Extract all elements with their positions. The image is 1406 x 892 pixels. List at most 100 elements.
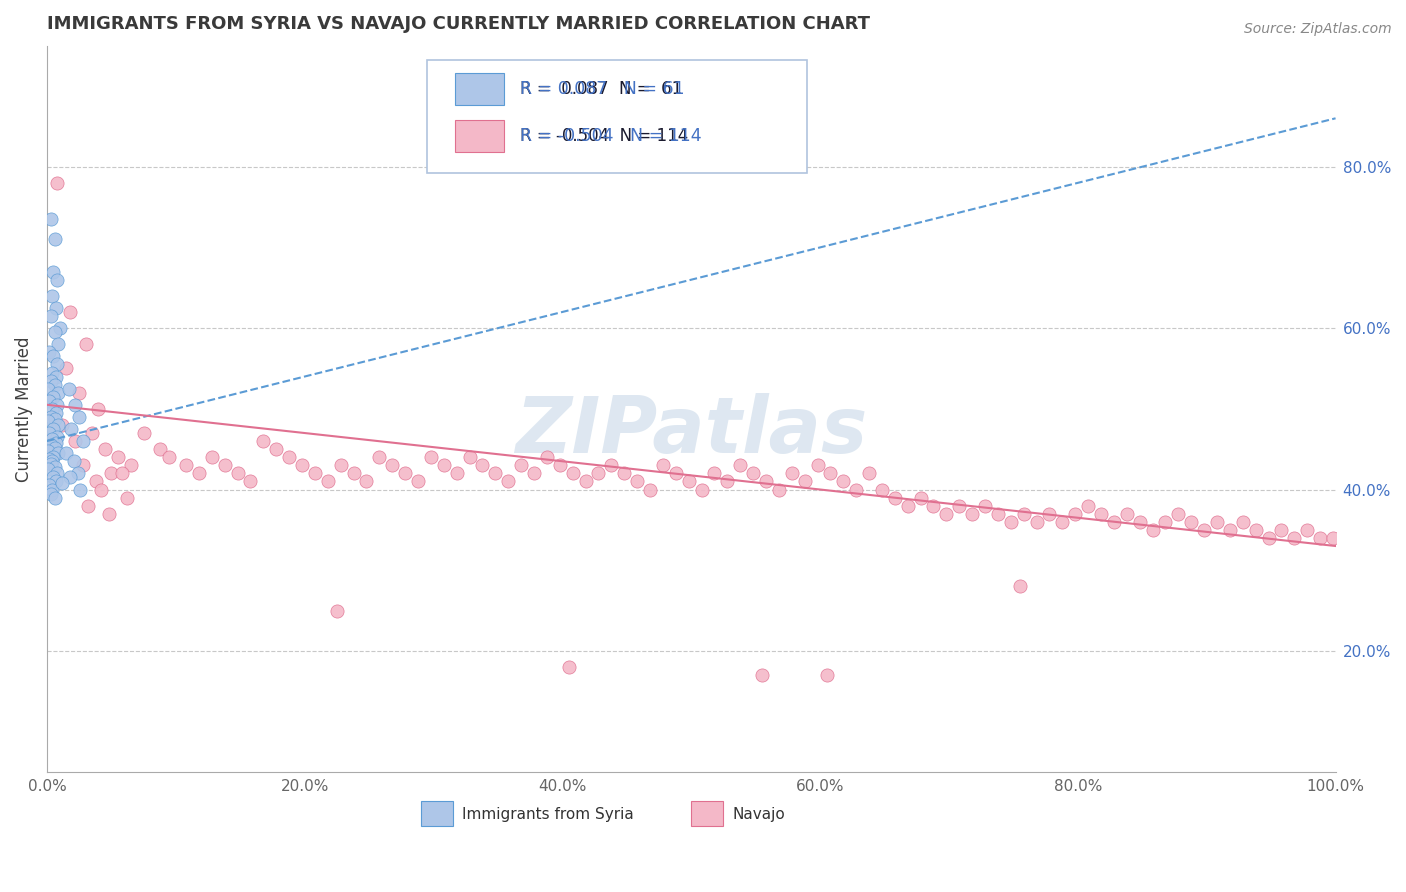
Point: [471, 458, 494, 473]
Point: [48, 337, 70, 351]
Point: [42, 350, 65, 364]
Point: [1064, 507, 1087, 521]
Point: [65, 434, 87, 449]
Point: [1012, 507, 1035, 521]
Point: [832, 475, 855, 489]
Point: [60, 422, 83, 436]
Point: [44, 377, 66, 392]
Point: [548, 458, 571, 473]
Point: [111, 467, 134, 481]
Bar: [420, 801, 453, 827]
Point: [39, 212, 62, 227]
Point: [38, 345, 60, 359]
Point: [46, 358, 69, 372]
Point: [1129, 515, 1152, 529]
Point: [1008, 579, 1031, 593]
Point: [1296, 523, 1319, 537]
Point: [77, 499, 100, 513]
Point: [37, 382, 59, 396]
Point: [42, 470, 65, 484]
Point: [1206, 515, 1229, 529]
Point: [87, 401, 110, 416]
Point: [1142, 523, 1164, 537]
Point: [51, 417, 73, 432]
Point: [496, 475, 519, 489]
Point: [678, 475, 700, 489]
Text: R = -0.504   N = 114: R = -0.504 N = 114: [520, 128, 702, 145]
Point: [45, 369, 67, 384]
Point: [44, 491, 66, 505]
Point: [55, 361, 77, 376]
Point: [45, 406, 67, 420]
Point: [960, 507, 983, 521]
Point: [1284, 531, 1306, 545]
Text: Navajo: Navajo: [733, 806, 785, 822]
Point: [1025, 515, 1047, 529]
Point: [46, 273, 69, 287]
Point: [446, 467, 468, 481]
Point: [39, 374, 62, 388]
Bar: [456, 73, 505, 105]
Point: [342, 467, 364, 481]
Point: [44, 441, 66, 455]
Point: [44, 412, 66, 426]
Point: [63, 454, 86, 468]
Point: [41, 454, 63, 468]
Point: [41, 289, 63, 303]
Point: [768, 483, 790, 497]
Point: [845, 483, 868, 497]
Point: [484, 467, 506, 481]
Point: [1244, 523, 1267, 537]
Point: [278, 450, 301, 465]
Point: [45, 435, 67, 450]
Point: [356, 475, 378, 489]
Bar: [456, 120, 505, 153]
Point: [174, 458, 197, 473]
Point: [41, 366, 63, 380]
Point: [59, 470, 82, 484]
Point: [1257, 531, 1279, 545]
Point: [38, 393, 60, 408]
Point: [39, 309, 62, 323]
Point: [39, 438, 62, 452]
Point: [84, 475, 107, 489]
Point: [132, 425, 155, 440]
Point: [226, 467, 249, 481]
Point: [728, 458, 751, 473]
Point: [1038, 507, 1060, 521]
Text: R = 0.087   N = 61: R = 0.087 N = 61: [520, 80, 685, 98]
Y-axis label: Currently Married: Currently Married: [15, 336, 32, 482]
Point: [883, 491, 905, 505]
Point: [703, 467, 725, 481]
Point: [419, 450, 441, 465]
Point: [252, 434, 274, 449]
Point: [65, 398, 87, 412]
Point: [523, 467, 546, 481]
Point: [1167, 507, 1189, 521]
Point: [329, 458, 352, 473]
Point: [510, 458, 533, 473]
Point: [38, 425, 60, 440]
Point: [574, 475, 596, 489]
Point: [316, 475, 339, 489]
Point: [1270, 523, 1292, 537]
Point: [67, 409, 90, 424]
Point: [149, 442, 172, 457]
Point: [742, 467, 765, 481]
Point: [42, 390, 65, 404]
Point: [1322, 531, 1344, 545]
Point: [48, 417, 70, 432]
Text: ZIPatlas: ZIPatlas: [515, 392, 868, 468]
Point: [588, 467, 610, 481]
Point: [291, 458, 314, 473]
Point: [433, 458, 456, 473]
Point: [716, 475, 738, 489]
Point: [157, 450, 180, 465]
Point: [304, 467, 326, 481]
Point: [1180, 515, 1202, 529]
Text: IMMIGRANTS FROM SYRIA VS NAVAJO CURRENTLY MARRIED CORRELATION CHART: IMMIGRANTS FROM SYRIA VS NAVAJO CURRENTL…: [46, 15, 870, 33]
Point: [1115, 507, 1137, 521]
Text: Immigrants from Syria: Immigrants from Syria: [461, 806, 634, 822]
Point: [665, 467, 688, 481]
Point: [1090, 507, 1112, 521]
